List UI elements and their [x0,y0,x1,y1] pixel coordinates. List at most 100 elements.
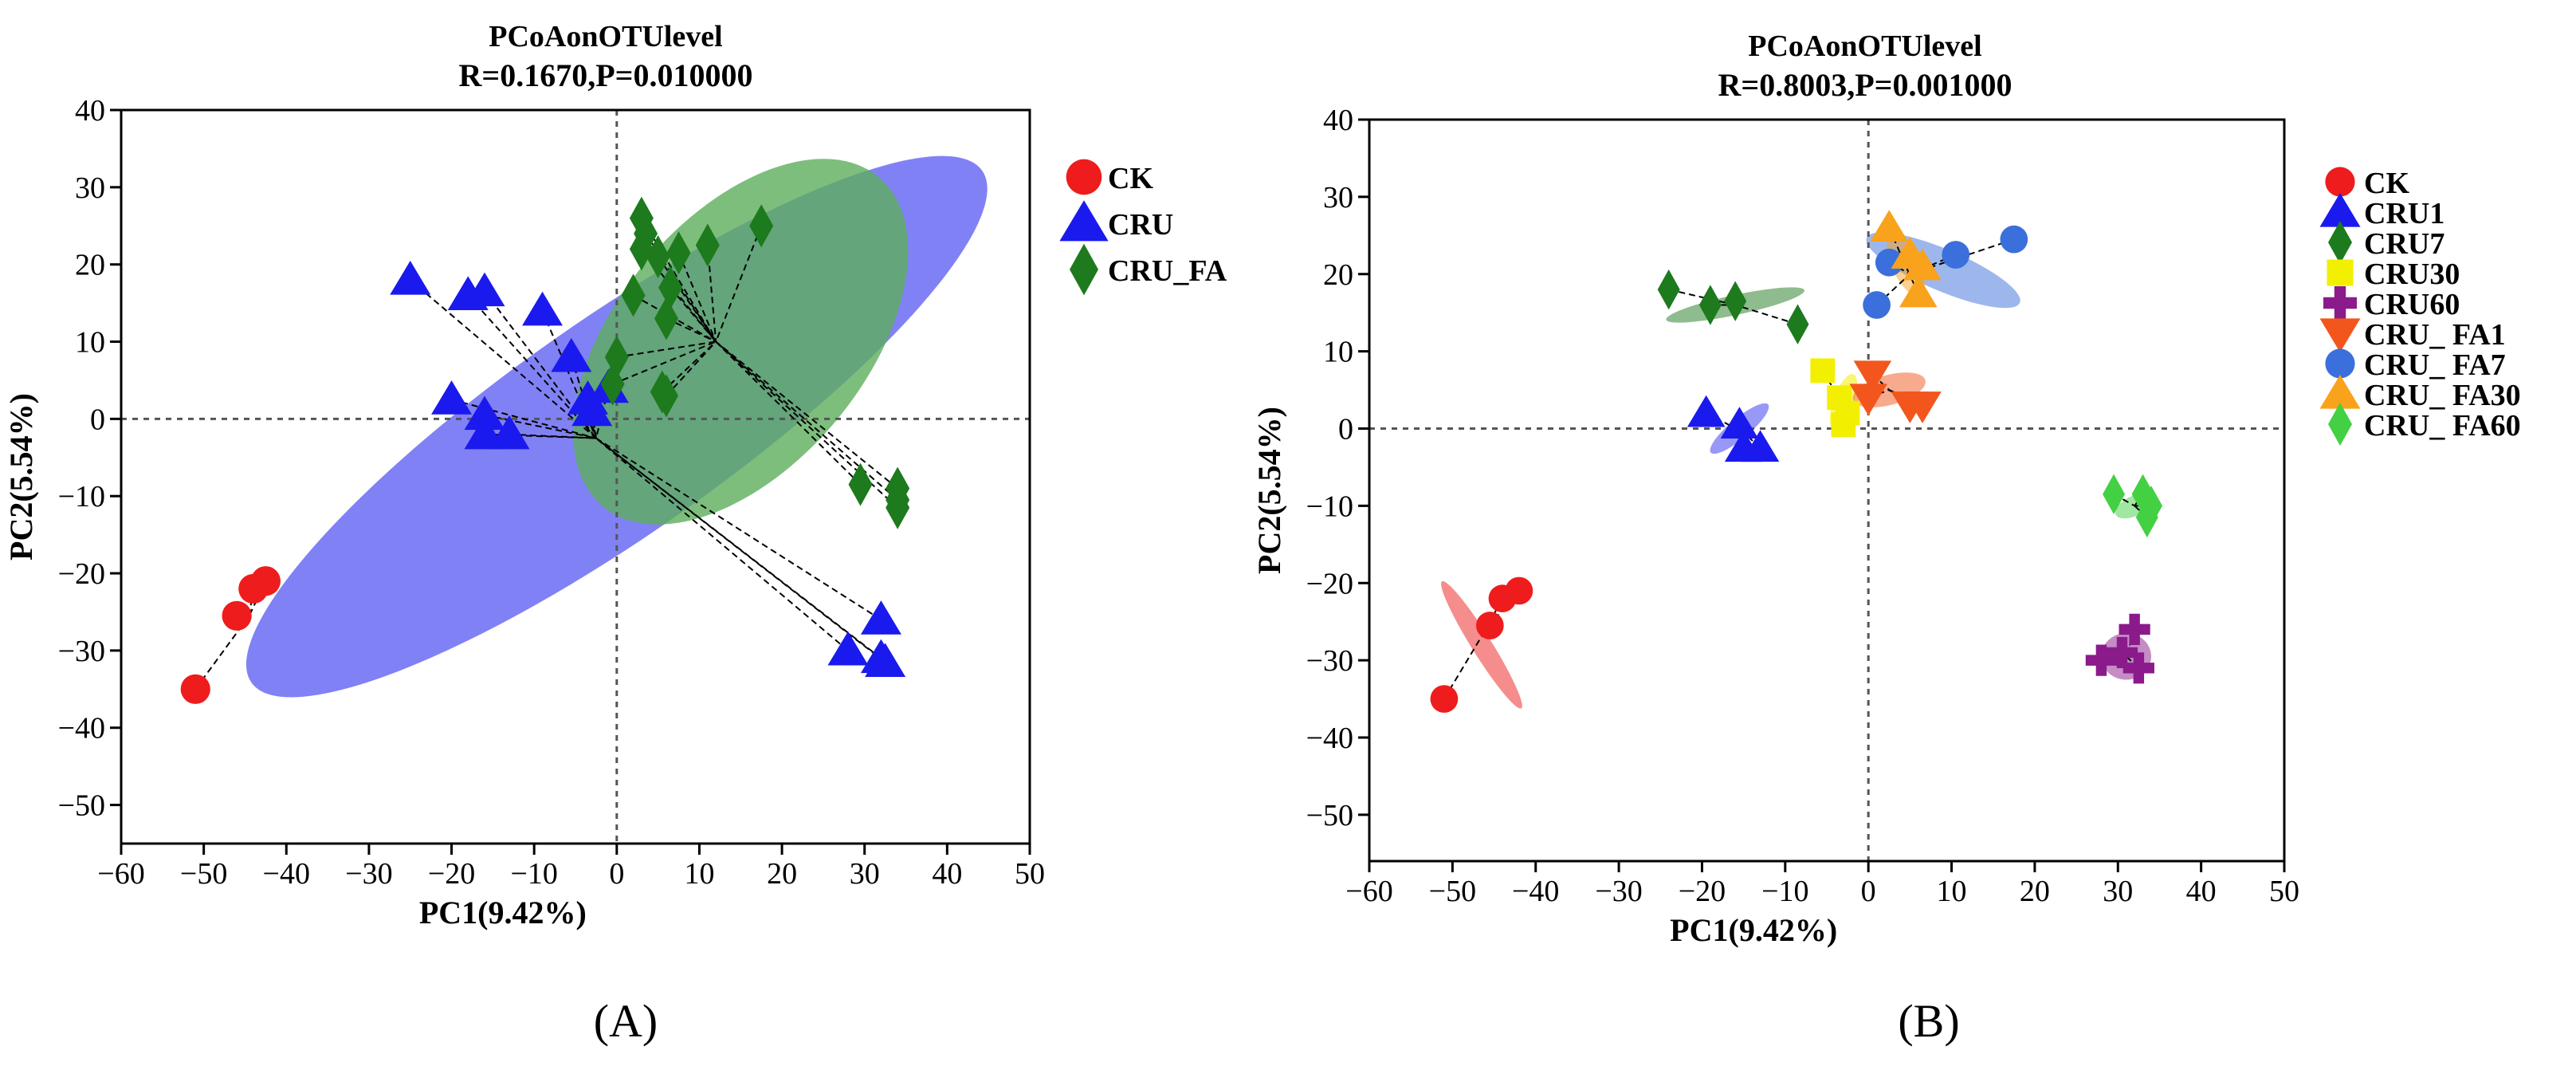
data-point [827,631,869,666]
x-tick-label: −20 [428,857,475,891]
x-tick-label: 0 [609,857,624,891]
legend-marker-ck [2325,167,2355,197]
centroid-link [484,414,597,439]
y-tick-label: 30 [1323,181,1353,214]
data-point [654,374,678,418]
y-tick-label: −40 [1306,722,1353,755]
legend-label: CRU_ FA1 [2364,318,2506,352]
data-point [1899,275,1938,308]
data-point [2119,613,2150,645]
data-point [1475,612,1504,639]
y-tick-label: 30 [75,171,105,205]
data-point [621,273,646,317]
data-point [2122,652,2154,684]
data-point [1724,281,1747,321]
y-tick-label: −50 [58,789,105,823]
panel-a: PCoAonOTUlevel R=0.1670,P=0.010000 −60 −50 −… [3,20,1227,1047]
y-tick-label: 0 [90,403,105,436]
data-point [886,486,910,529]
data-point [489,415,530,450]
y-tick-label: −20 [1306,567,1353,600]
plot-area [1369,120,2284,861]
x-tick-label: −60 [1345,875,1392,908]
x-tick-label: 0 [1861,875,1876,908]
data-point [1786,304,1809,344]
centroid-link [595,437,882,621]
data-point [1430,685,1459,713]
legend-marker-ck [1066,159,1102,195]
x-tick-label: 10 [1937,875,1967,908]
centroid-link [657,256,717,343]
y-tick-label: 40 [1323,104,1353,137]
legend-marker-cru [1059,200,1109,242]
ellipse-ck [1440,580,1522,709]
legend-marker-cru-fa1 [2319,318,2361,352]
chart-title: PCoAonOTUlevel [1748,30,1981,63]
data-point [222,600,252,631]
legend-label: CRU_FA [1108,254,1227,288]
panel-b: PCoAonOTUlevel R=0.8003,P=0.001000 −60 −50 −… [1251,30,2521,1047]
y-tick-label: −50 [1306,799,1353,832]
centroid-link [677,252,717,342]
legend-marker-cru1 [2319,193,2361,227]
centroid-link [612,340,717,385]
data-point [1903,248,1942,281]
series-cru-fa [600,196,910,529]
centroid-link [715,340,898,501]
legend-marker-cru7 [2328,221,2352,264]
y-tick-label: 20 [75,249,105,282]
centroid-link [641,248,717,343]
y-tick-label: −30 [58,635,105,668]
data-point [749,204,774,248]
series-cru7 [1657,269,1809,344]
y-tick-label: 10 [1323,336,1353,369]
x-tick-label: 30 [850,857,880,891]
data-point [2000,225,2028,254]
data-point [629,227,654,271]
x-tick-label: 40 [932,857,962,891]
centroid-link [670,287,717,343]
series-cru-fa30 [1870,210,1942,308]
series-cru30 [1810,358,1860,438]
legend-marker-cru-fa [1070,243,1098,296]
panel-label: (B) [1898,995,1959,1047]
centroid-link [595,437,849,651]
centroid-link [1875,273,1911,306]
x-tick-label: −30 [345,857,392,891]
data-point [571,391,613,427]
data-point [2085,644,2117,676]
x-tick-label: −60 [97,857,144,891]
data-point [1863,291,1891,319]
panel-label: (A) [594,995,658,1047]
legend-label: CRU_ FA7 [2364,348,2506,382]
centroid-link [1668,289,1736,306]
legend-label: CRU1 [2364,197,2444,230]
x-tick-label: 50 [1015,857,1045,891]
x-tick-label: −40 [263,857,310,891]
data-point [551,337,592,372]
x-tick-label: 20 [767,857,797,891]
data-point [1870,210,1909,242]
centroid-link [616,340,717,358]
centroid-link [509,433,596,439]
data-point [1505,576,1533,605]
series-cru [390,261,906,678]
data-point [1875,248,1903,277]
legend-label: CK [1108,162,1153,195]
data-point [1903,391,1942,423]
x-tick-label: −30 [1595,875,1642,908]
legend-label: CK [2364,167,2409,200]
data-point [1720,407,1759,439]
data-point [1657,269,1680,310]
centroid-link [595,437,886,663]
centroid-link [715,225,763,342]
x-tick-label: 10 [684,857,714,891]
series-ck [1430,576,1533,713]
x-tick-label: 40 [2186,875,2217,908]
data-point [865,643,906,678]
x-tick-label: −10 [1761,875,1808,908]
data-point [1831,412,1856,438]
centroid-link [666,340,717,396]
data-point [464,272,505,307]
data-point [646,235,670,278]
